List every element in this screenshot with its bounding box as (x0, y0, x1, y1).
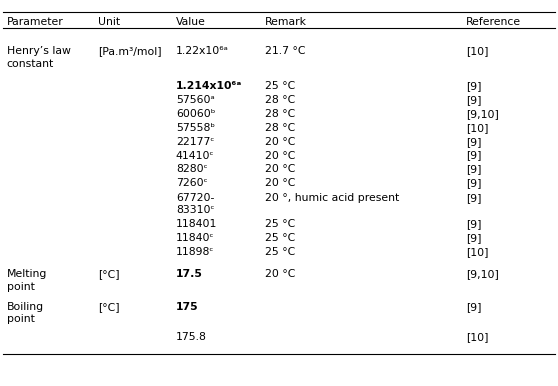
Text: 22177ᶜ: 22177ᶜ (176, 137, 214, 147)
Text: Unit: Unit (98, 17, 120, 27)
Text: [10]: [10] (466, 332, 488, 342)
Text: 41410ᶜ: 41410ᶜ (176, 151, 214, 161)
Text: 25 °C: 25 °C (265, 247, 295, 257)
Text: [9]: [9] (466, 193, 482, 203)
Text: [°C]: [°C] (98, 302, 119, 312)
Text: 1.22x10⁶ᵃ: 1.22x10⁶ᵃ (176, 46, 229, 56)
Text: 20 °C: 20 °C (265, 269, 295, 279)
Text: 20 °C: 20 °C (265, 151, 295, 161)
Text: [9,10]: [9,10] (466, 269, 499, 279)
Text: [10]: [10] (466, 123, 488, 133)
Text: 20 °C: 20 °C (265, 164, 295, 174)
Text: [9]: [9] (466, 302, 482, 312)
Text: 175: 175 (176, 302, 199, 312)
Text: Reference: Reference (466, 17, 521, 27)
Text: 11840ᶜ: 11840ᶜ (176, 233, 214, 243)
Text: 25 °C: 25 °C (265, 81, 295, 91)
Text: 25 °C: 25 °C (265, 219, 295, 229)
Text: [10]: [10] (466, 247, 488, 257)
Text: 25 °C: 25 °C (265, 233, 295, 243)
Text: 20 °, humic acid present: 20 °, humic acid present (265, 193, 400, 203)
Text: 57558ᵇ: 57558ᵇ (176, 123, 215, 133)
Text: 1.214x10⁶ᵃ: 1.214x10⁶ᵃ (176, 81, 242, 91)
Text: [9]: [9] (466, 95, 482, 105)
Text: 175.8: 175.8 (176, 332, 206, 342)
Text: 17.5: 17.5 (176, 269, 203, 279)
Text: [10]: [10] (466, 46, 488, 56)
Text: Melting
point: Melting point (7, 269, 47, 292)
Text: [9]: [9] (466, 233, 482, 243)
Text: 28 °C: 28 °C (265, 123, 295, 133)
Text: 21.7 °C: 21.7 °C (265, 46, 306, 56)
Text: [9]: [9] (466, 151, 482, 161)
Text: 7260ᶜ: 7260ᶜ (176, 178, 208, 188)
Text: [9]: [9] (466, 164, 482, 174)
Text: 28 °C: 28 °C (265, 95, 295, 105)
Text: [9]: [9] (466, 219, 482, 229)
Text: Remark: Remark (265, 17, 307, 27)
Text: [9]: [9] (466, 81, 482, 91)
Text: [9]: [9] (466, 178, 482, 188)
Text: Value: Value (176, 17, 206, 27)
Text: 57560ᵃ: 57560ᵃ (176, 95, 214, 105)
Text: 60060ᵇ: 60060ᵇ (176, 109, 215, 119)
Text: [Pa.m³/mol]: [Pa.m³/mol] (98, 46, 161, 56)
Text: 118401: 118401 (176, 219, 217, 229)
Text: Henry’s law
constant: Henry’s law constant (7, 46, 70, 69)
Text: 28 °C: 28 °C (265, 109, 295, 119)
Text: [9,10]: [9,10] (466, 109, 499, 119)
Text: 11898ᶜ: 11898ᶜ (176, 247, 214, 257)
Text: Boiling
point: Boiling point (7, 302, 44, 324)
Text: [9]: [9] (466, 137, 482, 147)
Text: 8280ᶜ: 8280ᶜ (176, 164, 208, 174)
Text: 20 °C: 20 °C (265, 137, 295, 147)
Text: 67720-
83310ᶜ: 67720- 83310ᶜ (176, 193, 214, 215)
Text: [°C]: [°C] (98, 269, 119, 279)
Text: Parameter: Parameter (7, 17, 64, 27)
Text: 20 °C: 20 °C (265, 178, 295, 188)
